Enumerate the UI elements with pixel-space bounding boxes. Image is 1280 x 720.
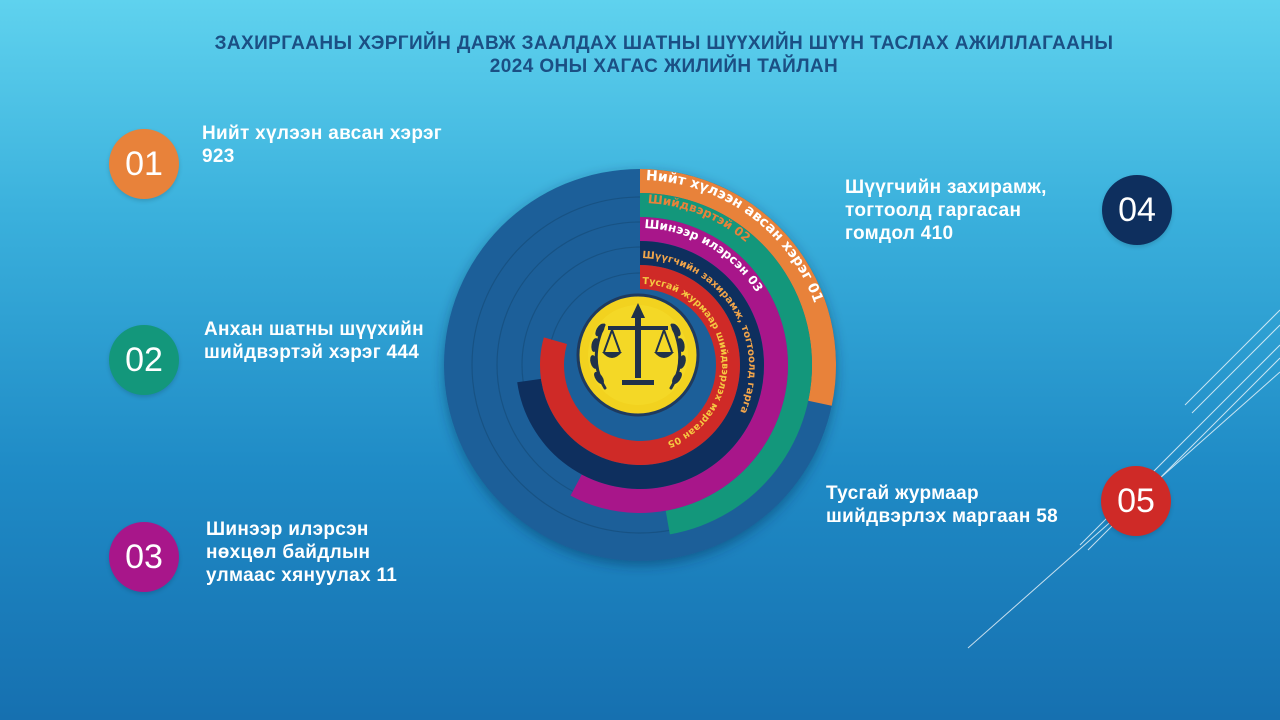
label-01: Нийт хүлээн авсан хэрэг 923 (202, 122, 442, 168)
label-03-line-1: Шинээр илэрсэн (206, 519, 369, 540)
label-04-line-2: тогтоолд гаргасан (845, 200, 1022, 221)
badge-05: 05 (1101, 466, 1171, 536)
badge-04: 04 (1102, 175, 1172, 245)
page-title: ЗАХИРГААНЫ ХЭРГИЙН ДАВЖ ЗААЛДАХ ШАТНЫ ШҮ… (0, 32, 1280, 78)
title-line-1: ЗАХИРГААНЫ ХЭРГИЙН ДАВЖ ЗААЛДАХ ШАТНЫ ШҮ… (214, 33, 1114, 54)
label-05-line-1: Тусгай журмаар (826, 483, 979, 504)
arc-01 (640, 169, 836, 406)
label-05-line-2: шийдвэрлэх маргаан 58 (826, 506, 1058, 527)
badge-01: 01 (109, 129, 179, 199)
label-04-line-3: гомдол 410 (845, 223, 954, 244)
label-02-line-1: Анхан шатны шүүхийн (204, 319, 424, 340)
badge-02: 02 (109, 325, 179, 395)
arc-02 (640, 193, 813, 535)
label-03-line-3: улмаас хянуулах 11 (206, 565, 398, 586)
label-04: Шүүгчийн захирамж, тогтоолд гаргасан гом… (845, 176, 1047, 245)
court-emblem-icon (576, 293, 700, 417)
label-01-line-2: 923 (202, 146, 235, 167)
label-04-line-1: Шүүгчийн захирамж, (845, 177, 1047, 198)
label-03-line-2: нөхцөл байдлын (206, 542, 371, 563)
label-05: Тусгай журмаар шийдвэрлэх маргаан 58 (826, 482, 1058, 528)
label-02-line-2: шийдвэртэй хэрэг 444 (204, 342, 420, 363)
badge-03: 03 (109, 522, 179, 592)
title-line-2: 2024 ОНЫ ХАГАС ЖИЛИЙН ТАЙЛАН (489, 56, 839, 77)
arc-03 (570, 217, 789, 514)
label-03: Шинээр илэрсэн нөхцөл байдлын улмаас хян… (206, 518, 397, 587)
label-02: Анхан шатны шүүхийн шийдвэртэй хэрэг 444 (204, 318, 424, 364)
label-01-line-1: Нийт хүлээн авсан хэрэг (202, 123, 442, 144)
